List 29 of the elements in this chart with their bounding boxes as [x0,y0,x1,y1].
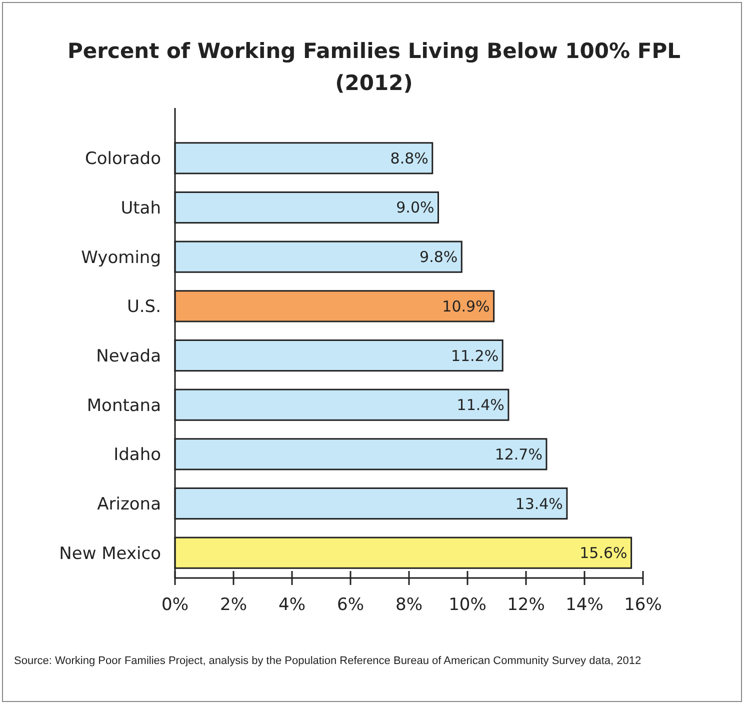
data-label: 13.4% [515,494,563,513]
x-tick-label: 6% [337,595,364,615]
data-label: 12.7% [494,445,542,464]
y-tick-label: Colorado [85,149,161,170]
x-tick-label: 2% [220,595,247,615]
data-label: 8.8% [390,149,428,168]
y-tick-label: Nevada [96,346,161,366]
y-tick-label: New Mexico [59,544,161,564]
x-tick-label: 4% [278,595,306,615]
data-label: 10.9% [442,297,490,316]
x-tick-label: 14% [566,595,604,615]
data-label: 9.8% [420,248,458,266]
x-tick-label: 8% [396,595,422,615]
x-tick-label: 0% [162,595,188,615]
y-tick-label: Wyoming [81,248,161,268]
x-tick-label: 16% [624,595,662,615]
source-note: Source: Working Poor Families Project, analysis by the Population Reference Bureau of American Community Survey data, 2012 [14,654,642,669]
y-tick-label: Idaho [114,445,161,466]
y-tick-label: Montana [86,396,161,416]
data-label: 11.4% [456,396,504,414]
y-tick-label: U.S. [126,297,161,318]
y-tick-label: Arizona [97,494,161,514]
data-label: 11.2% [450,346,499,365]
data-label: 9.0% [396,198,434,217]
x-tick-label: 10% [448,595,486,615]
x-tick-label: 12% [507,595,545,615]
y-tick-label: Utah [120,198,161,218]
chart-title: Percent of Working Families Living Below 100% FPL (2012) [68,39,680,95]
data-label: 15.6% [580,544,628,562]
